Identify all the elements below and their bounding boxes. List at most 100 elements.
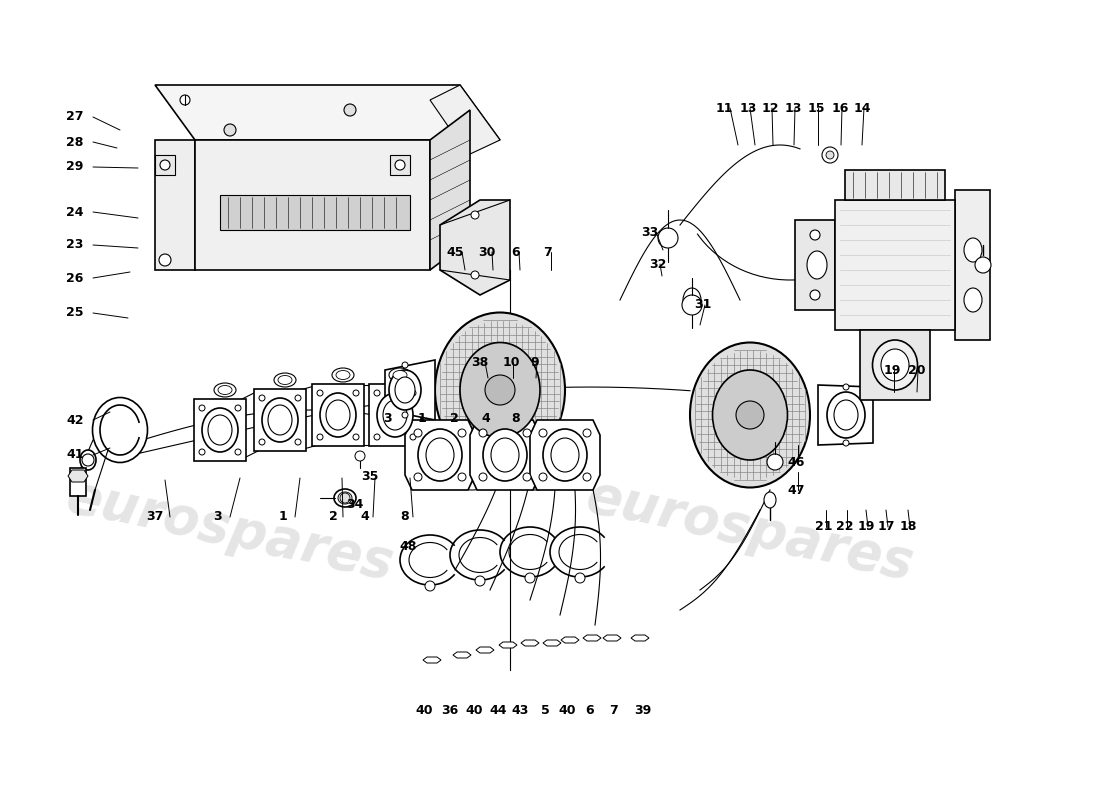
Text: 46: 46 — [788, 455, 805, 469]
Ellipse shape — [274, 373, 296, 387]
Polygon shape — [368, 384, 421, 446]
Text: 24: 24 — [66, 206, 84, 218]
Circle shape — [402, 412, 408, 418]
Text: 47: 47 — [788, 483, 805, 497]
Text: 7: 7 — [543, 246, 552, 258]
Circle shape — [583, 429, 591, 437]
Ellipse shape — [202, 408, 238, 452]
Ellipse shape — [834, 400, 858, 430]
Ellipse shape — [92, 398, 147, 462]
Polygon shape — [390, 155, 410, 175]
Polygon shape — [583, 635, 601, 641]
Polygon shape — [405, 420, 475, 490]
Ellipse shape — [395, 377, 415, 403]
Text: 23: 23 — [66, 238, 84, 251]
Ellipse shape — [450, 428, 494, 482]
Circle shape — [471, 211, 478, 219]
Text: 2: 2 — [450, 411, 459, 425]
Text: eurospares: eurospares — [62, 470, 398, 590]
Ellipse shape — [338, 492, 352, 504]
Text: 12: 12 — [761, 102, 779, 114]
Text: 28: 28 — [66, 135, 84, 149]
Circle shape — [458, 429, 466, 437]
Ellipse shape — [320, 393, 356, 437]
Circle shape — [224, 124, 236, 136]
Ellipse shape — [764, 492, 776, 508]
Circle shape — [822, 147, 838, 163]
Ellipse shape — [214, 383, 236, 397]
Circle shape — [478, 429, 487, 437]
Circle shape — [82, 454, 94, 466]
Circle shape — [425, 581, 435, 591]
Text: 13: 13 — [784, 102, 802, 114]
Circle shape — [475, 576, 485, 586]
Circle shape — [843, 440, 849, 446]
Text: 15: 15 — [807, 102, 825, 114]
Circle shape — [810, 230, 820, 240]
Text: 7: 7 — [608, 703, 617, 717]
Circle shape — [478, 473, 487, 481]
Ellipse shape — [434, 313, 565, 467]
Ellipse shape — [268, 405, 292, 435]
Circle shape — [295, 439, 301, 445]
Text: eurospares: eurospares — [582, 470, 918, 590]
Ellipse shape — [208, 415, 232, 445]
Circle shape — [522, 473, 531, 481]
Ellipse shape — [418, 429, 462, 481]
Ellipse shape — [543, 429, 587, 481]
Circle shape — [575, 573, 585, 583]
Polygon shape — [845, 170, 945, 200]
Circle shape — [843, 384, 849, 390]
Circle shape — [395, 160, 405, 170]
Text: 45: 45 — [447, 246, 464, 258]
Polygon shape — [385, 360, 435, 420]
Polygon shape — [254, 389, 306, 451]
Circle shape — [160, 254, 170, 266]
Text: 41: 41 — [66, 449, 84, 462]
Polygon shape — [561, 637, 579, 643]
Text: 36: 36 — [441, 703, 459, 717]
Polygon shape — [155, 140, 195, 270]
Circle shape — [975, 257, 991, 273]
Text: 1: 1 — [278, 510, 287, 523]
Text: 31: 31 — [694, 298, 712, 311]
Circle shape — [736, 401, 764, 429]
Text: 10: 10 — [503, 355, 519, 369]
Polygon shape — [476, 647, 494, 653]
Text: 3: 3 — [384, 411, 393, 425]
Text: 5: 5 — [540, 703, 549, 717]
Text: 37: 37 — [146, 510, 164, 523]
Text: 16: 16 — [832, 102, 849, 114]
Polygon shape — [194, 399, 246, 461]
Circle shape — [414, 473, 422, 481]
Text: 4: 4 — [361, 510, 370, 523]
Ellipse shape — [513, 428, 557, 482]
Polygon shape — [430, 110, 470, 270]
Circle shape — [353, 434, 359, 440]
Polygon shape — [440, 200, 510, 295]
Text: 3: 3 — [213, 510, 222, 523]
Circle shape — [522, 429, 531, 437]
Polygon shape — [835, 200, 955, 330]
Text: 6: 6 — [585, 703, 594, 717]
Circle shape — [810, 290, 820, 300]
Ellipse shape — [377, 393, 412, 437]
Polygon shape — [530, 420, 600, 490]
Text: 39: 39 — [635, 703, 651, 717]
Ellipse shape — [881, 349, 909, 381]
Ellipse shape — [872, 340, 917, 390]
Circle shape — [539, 429, 547, 437]
Circle shape — [344, 104, 356, 116]
Text: 2: 2 — [329, 510, 338, 523]
Ellipse shape — [393, 370, 407, 379]
Circle shape — [414, 429, 422, 437]
Polygon shape — [220, 195, 410, 230]
Text: 30: 30 — [478, 246, 496, 258]
Polygon shape — [543, 640, 561, 646]
Ellipse shape — [690, 342, 810, 487]
Text: 8: 8 — [512, 411, 520, 425]
Ellipse shape — [483, 429, 527, 481]
Circle shape — [471, 271, 478, 279]
Ellipse shape — [80, 450, 96, 470]
Circle shape — [180, 95, 190, 105]
